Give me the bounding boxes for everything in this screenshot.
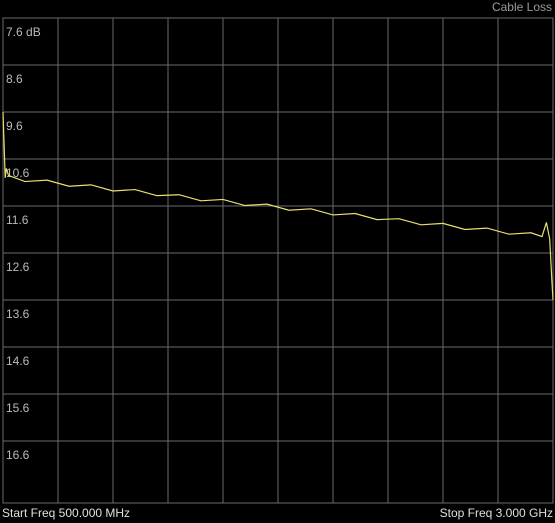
start-freq: Start Freq 500.000 MHz xyxy=(2,506,130,520)
y-tick-label: 16.6 xyxy=(6,448,30,462)
y-tick-label: 15.6 xyxy=(6,401,30,415)
stop-freq: Stop Freq 3.000 GHz xyxy=(440,506,553,520)
y-tick-label: 10.6 xyxy=(6,166,30,180)
y-tick-label: 12.6 xyxy=(6,260,30,274)
y-tick-label: 8.6 xyxy=(6,72,23,86)
y-tick-label: 11.6 xyxy=(6,213,29,227)
y-tick-label: 14.6 xyxy=(6,354,30,368)
y-tick-label: 13.6 xyxy=(6,307,30,321)
chart-title: Cable Loss xyxy=(492,0,552,14)
trace xyxy=(2,111,554,301)
y-tick-label: 7.6 dB xyxy=(6,25,41,39)
y-tick-label: 9.6 xyxy=(6,119,23,133)
